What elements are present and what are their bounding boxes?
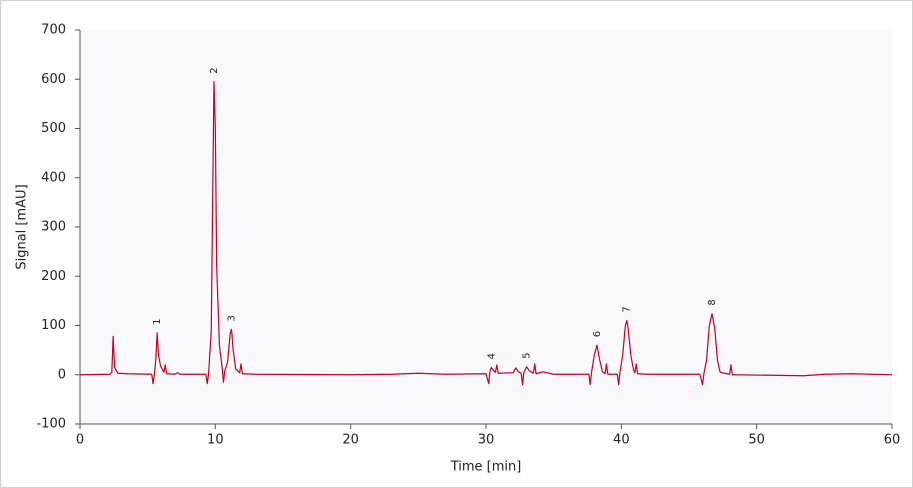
x-axis-label: Time [min] — [450, 460, 522, 475]
y-tick-label: 400 — [41, 170, 66, 185]
plot-area — [80, 30, 892, 424]
peak-label: 6 — [592, 331, 603, 337]
x-tick-label: 40 — [613, 433, 630, 448]
y-tick-label: 500 — [41, 121, 66, 136]
x-tick-label: 10 — [207, 433, 224, 448]
peak-label: 8 — [707, 299, 718, 305]
signal-trace — [79, 81, 893, 386]
peak-label: 3 — [227, 315, 238, 321]
x-tick-label: 50 — [748, 433, 765, 448]
y-axis-label: Signal [mAU] — [15, 184, 30, 269]
peak-label: 1 — [152, 319, 163, 325]
y-tick-label: 300 — [41, 220, 66, 235]
x-tick-label: 30 — [478, 433, 495, 448]
peak-label: 7 — [622, 306, 633, 312]
peak-label: 5 — [522, 352, 533, 358]
peak-label: 2 — [209, 67, 220, 73]
y-tick-label: 700 — [41, 23, 66, 38]
y-tick-label: 100 — [41, 318, 66, 333]
y-tick-label: 600 — [41, 72, 66, 87]
x-tick-label: 20 — [342, 433, 359, 448]
y-tick-label: 0 — [58, 367, 66, 382]
peak-label: 4 — [486, 353, 497, 359]
y-tick-label: 200 — [41, 269, 66, 284]
x-tick-label: 60 — [884, 433, 901, 448]
y-tick-label: -100 — [36, 417, 66, 432]
x-tick-label: 0 — [76, 433, 84, 448]
